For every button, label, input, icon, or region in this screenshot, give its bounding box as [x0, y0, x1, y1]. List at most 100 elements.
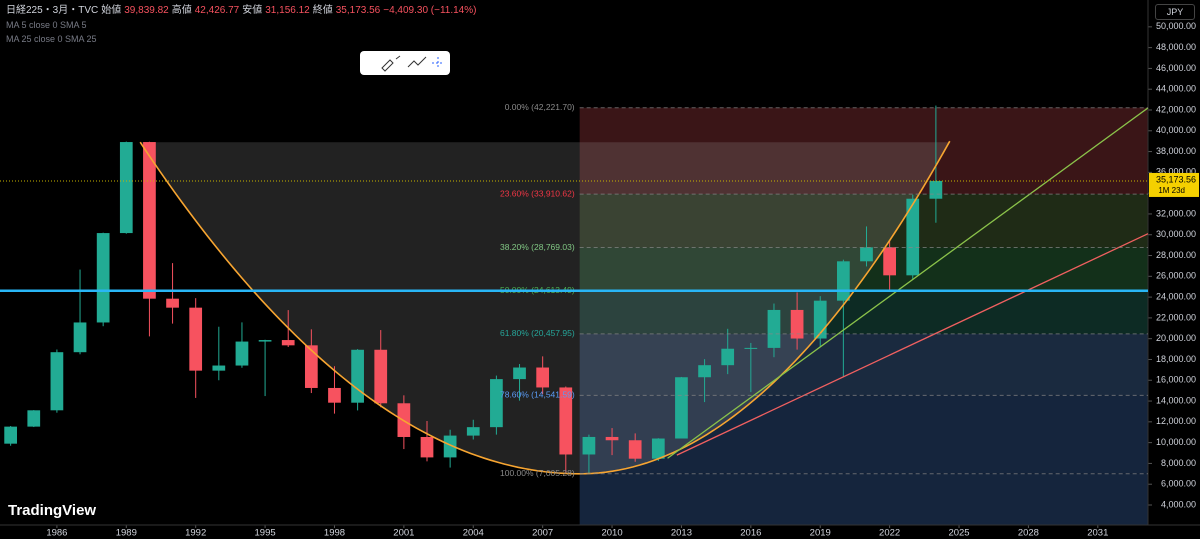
candle-body — [374, 349, 388, 404]
candle-body — [744, 347, 758, 349]
candle-body — [281, 340, 295, 346]
ohlc-label: 高値 — [171, 5, 192, 16]
x-tick-label: 1995 — [255, 528, 276, 539]
y-tick-label: 32,000.00 — [1156, 208, 1196, 218]
candle-body — [466, 427, 480, 436]
x-tick-label: 1989 — [116, 528, 137, 539]
y-tick-label: 26,000.00 — [1156, 271, 1196, 281]
fib-band — [579, 395, 1148, 474]
x-tick-label: 2007 — [532, 528, 553, 539]
y-tick-label: 46,000.00 — [1156, 63, 1196, 73]
ohlc-value: 39,839.82 — [124, 5, 169, 16]
ohlc-value: 35,173.56 — [335, 5, 381, 16]
toolbar-icons — [381, 55, 444, 72]
indicator[interactable]: MA 5 close 0 SMA 5 — [6, 20, 87, 30]
fib-band — [579, 473, 1148, 525]
candle-body — [675, 377, 688, 439]
drawing-toolbar[interactable] — [360, 51, 450, 75]
candle-body — [582, 436, 596, 455]
candle-body — [258, 340, 272, 342]
fib-label: 100.00% (7,005.28) — [500, 468, 575, 478]
ohlc-label: 安値 — [242, 5, 263, 16]
fib-label: 38.20% (28,769.03) — [500, 242, 575, 252]
x-tick-label: 2010 — [601, 528, 622, 539]
candle-body — [536, 367, 550, 388]
ohlc-value: 42,426.77 — [194, 5, 240, 16]
candle-body — [73, 322, 87, 353]
ohlc-row: 日経225・3月・TVC 始値 39,839.82 高値 42,426.77 安値 31,1… — [6, 4, 476, 18]
symbol[interactable]: 日経225・3月・TVC — [6, 5, 99, 16]
last-price-label: 35,173.56 — [1156, 174, 1196, 184]
cup-curve — [139, 140, 951, 475]
y-tick-label: 40,000.00 — [1156, 125, 1196, 135]
x-tick-label: 2013 — [671, 528, 692, 539]
y-tick-label: 18,000.00 — [1156, 354, 1196, 364]
candle-body — [50, 352, 64, 411]
y-tick-label: 30,000.00 — [1156, 229, 1196, 239]
candle-body — [328, 387, 341, 403]
y-tick-label: 42,000.00 — [1156, 104, 1196, 114]
indicator[interactable]: MA 25 close 0 SMA 25 — [6, 34, 97, 44]
fib-label: 0.00% (42,221.70) — [505, 102, 575, 112]
candle-body — [212, 365, 226, 371]
brand: TradingView — [8, 502, 97, 519]
candle-body — [651, 438, 665, 459]
candle-body — [143, 142, 156, 299]
candle-body — [189, 307, 203, 371]
fib-band — [579, 290, 1148, 334]
ohlc-value: 31,156.12 — [265, 5, 310, 16]
legend: 日経225・3月・TVC 始値 39,839.82 高値 42,426.77 安値 31,1… — [6, 4, 476, 46]
x-tick-label: 2025 — [948, 528, 969, 539]
candle-body — [906, 198, 920, 276]
x-tick-label: 2028 — [1018, 528, 1039, 539]
candle-body — [4, 426, 18, 444]
y-tick-label: 14,000.00 — [1156, 395, 1196, 405]
y-tick-label: 16,000.00 — [1156, 375, 1196, 385]
candle-body — [767, 309, 781, 348]
x-tick-label: 1986 — [46, 528, 67, 539]
x-tick-label: 1992 — [185, 528, 206, 539]
y-tick-label: 10,000.00 — [1156, 437, 1196, 447]
candle-body — [119, 142, 133, 234]
currency[interactable]: JPY — [1155, 4, 1195, 20]
candle-body — [628, 440, 642, 459]
cup-fill — [140, 141, 950, 474]
fib-label: 23.60% (33,910.62) — [500, 188, 575, 198]
candle-body — [420, 436, 434, 458]
ohlc-label: 終値 — [312, 5, 333, 16]
candle-body — [235, 341, 249, 366]
y-tick-label: 6,000.00 — [1161, 479, 1196, 489]
candle-body — [883, 247, 896, 276]
candle-body — [27, 410, 41, 427]
last-price-box — [1149, 172, 1199, 197]
countdown: 1M 23d — [1158, 186, 1185, 195]
x-tick-label: 2022 — [879, 528, 900, 539]
candle-body — [513, 367, 526, 380]
y-tick-label: 28,000.00 — [1156, 250, 1196, 260]
candle-body — [790, 309, 804, 339]
y-tick-label: 4,000.00 — [1161, 499, 1196, 509]
y-tick-label: 48,000.00 — [1156, 42, 1196, 52]
candle-body — [929, 180, 943, 199]
y-tick-label: 44,000.00 — [1156, 84, 1196, 94]
candle-body — [490, 379, 503, 428]
x-tick-label: 2001 — [393, 528, 414, 539]
candle-body — [605, 436, 619, 441]
y-tick-label: 36,000.00 — [1156, 167, 1196, 177]
fib-label: 61.80% (20,457.95) — [500, 328, 575, 338]
x-tick-label: 2004 — [463, 528, 484, 539]
trendline — [676, 233, 1149, 456]
candle-body — [860, 247, 873, 262]
x-tick-label: 1998 — [324, 528, 345, 539]
ohlc-label: 始値 — [101, 5, 122, 16]
x-tick-label: 2016 — [740, 528, 761, 539]
y-tick-label: 8,000.00 — [1161, 458, 1196, 468]
candle-body — [304, 345, 318, 388]
fib-band — [579, 194, 1148, 248]
y-tick-label: 12,000.00 — [1156, 416, 1196, 426]
candle-body — [721, 348, 735, 366]
x-tick-label: 2031 — [1087, 528, 1108, 539]
candle-body — [96, 233, 110, 323]
